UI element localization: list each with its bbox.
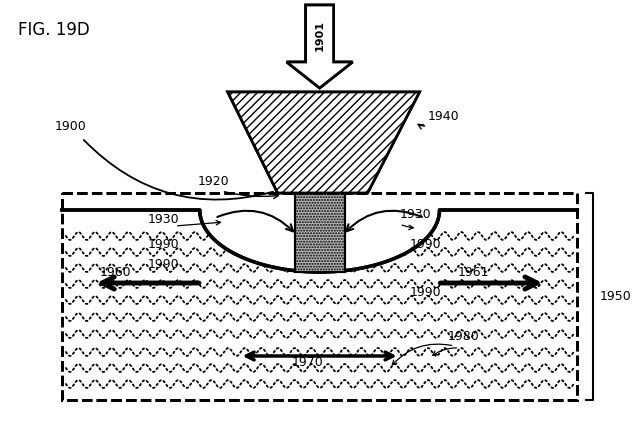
FancyArrowPatch shape: [402, 225, 413, 230]
Text: 1900: 1900: [55, 120, 86, 133]
Text: 1930: 1930: [399, 208, 431, 221]
Polygon shape: [228, 92, 419, 193]
Text: 1920: 1920: [198, 175, 229, 188]
Text: 1950: 1950: [599, 290, 631, 303]
FancyArrowPatch shape: [84, 140, 273, 200]
Text: 1990: 1990: [410, 238, 441, 251]
Polygon shape: [62, 193, 577, 272]
Polygon shape: [228, 92, 419, 193]
Polygon shape: [287, 5, 353, 88]
Text: 1980: 1980: [447, 330, 479, 343]
Text: 1961: 1961: [458, 266, 489, 279]
Polygon shape: [287, 5, 353, 88]
Polygon shape: [294, 193, 344, 272]
Bar: [62, 193, 577, 400]
Text: 1940: 1940: [428, 110, 459, 123]
FancyArrowPatch shape: [225, 192, 278, 199]
FancyArrowPatch shape: [433, 348, 457, 355]
FancyArrowPatch shape: [392, 344, 452, 365]
Text: 1901: 1901: [315, 20, 324, 51]
Text: FIG. 19D: FIG. 19D: [18, 21, 90, 39]
FancyArrowPatch shape: [218, 211, 293, 231]
FancyArrowPatch shape: [418, 124, 425, 129]
Bar: [62, 193, 577, 400]
FancyArrowPatch shape: [177, 220, 221, 226]
Text: 1990: 1990: [410, 286, 441, 299]
Text: 1990: 1990: [148, 258, 179, 271]
Text: 1930: 1930: [148, 213, 179, 226]
Text: 1901: 1901: [315, 20, 324, 51]
Polygon shape: [294, 193, 344, 272]
FancyArrowPatch shape: [346, 211, 422, 231]
Text: 1960: 1960: [100, 266, 131, 279]
Text: 1970: 1970: [292, 356, 323, 369]
Text: 1990: 1990: [148, 238, 179, 251]
Bar: [62, 193, 577, 400]
